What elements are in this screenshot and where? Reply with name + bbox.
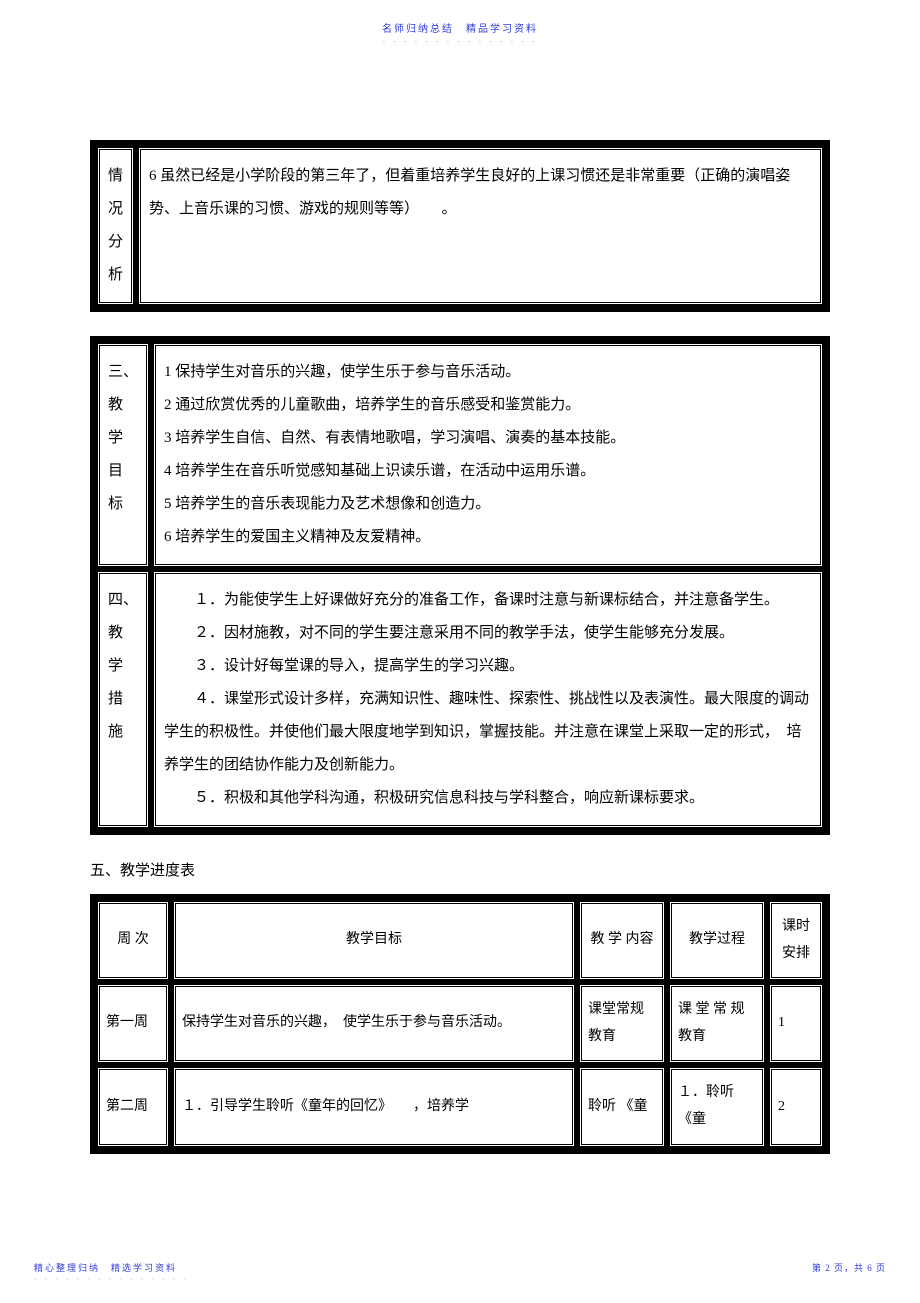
label-situation: 情况分析 <box>97 147 134 305</box>
cell-hours: 1 <box>769 984 823 1063</box>
label-measures: 四、教学措施 <box>97 571 149 828</box>
cell-week: 第二周 <box>97 1067 169 1146</box>
cell-goal: １．引导学生聆听《童年的回忆》 ，培养学 <box>173 1067 575 1146</box>
measure-para: ５．积极和其他学科沟通，积极研究信息科技与学科整合，响应新课标要求。 <box>164 782 812 815</box>
header-title: 名师归纳总结 精品学习资料 <box>0 20 920 35</box>
goal-line: 6 培养学生的爱国主义精神及友爱精神。 <box>164 521 812 554</box>
schedule-header-row: 周 次 教学目标 教 学 内容 教学过程 课时安排 <box>97 901 823 980</box>
table-situation: 情况分析 6 虽然已经是小学阶段的第三年了，但着重培养学生良好的上课习惯还是非常… <box>90 140 830 312</box>
footer-left: 精心整理归纳 精选学习资料 - - - - - - - - - - - - - … <box>34 1261 189 1283</box>
footer-right: 第 2 页，共 6 页 <box>812 1261 886 1283</box>
measure-para: ４．课堂形式设计多样，充满知识性、趣味性、探索性、挑战性以及表演性。最大限度的调… <box>164 683 812 782</box>
cell-process: １．聆听《童 <box>669 1067 765 1146</box>
goal-line: 1 保持学生对音乐的兴趣，使学生乐于参与音乐活动。 <box>164 356 812 389</box>
schedule-table: 周 次 教学目标 教 学 内容 教学过程 课时安排 第一周 保持学生对音乐的兴趣… <box>90 894 830 1154</box>
cell-hours: 2 <box>769 1067 823 1146</box>
content-measures: １．为能使学生上好课做好充分的准备工作，备课时注意与新课标结合，并注意备学生。 … <box>153 571 823 828</box>
col-goal: 教学目标 <box>173 901 575 980</box>
cell-content: 课堂常规教育 <box>579 984 665 1063</box>
col-process: 教学过程 <box>669 901 765 980</box>
col-content: 教 学 内容 <box>579 901 665 980</box>
goal-line: 3 培养学生自信、自然、有表情地歌唱，学习演唱、演奏的基本技能。 <box>164 422 812 455</box>
page-footer: 精心整理归纳 精选学习资料 - - - - - - - - - - - - - … <box>0 1261 920 1283</box>
page-header: 名师归纳总结 精品学习资料 - - - - - - - - - - - - - … <box>0 0 920 50</box>
label-goals: 三、教学目标 <box>97 343 149 567</box>
measure-para: ３．设计好每堂课的导入，提高学生的学习兴趣。 <box>164 650 812 683</box>
table-goals-measures: 三、教学目标 1 保持学生对音乐的兴趣，使学生乐于参与音乐活动。 2 通过欣赏优… <box>90 336 830 835</box>
schedule-row: 第二周 １．引导学生聆听《童年的回忆》 ，培养学 聆听 《童 １．聆听《童 2 <box>97 1067 823 1146</box>
measure-para: １．为能使学生上好课做好充分的准备工作，备课时注意与新课标结合，并注意备学生。 <box>164 584 812 617</box>
goal-line: 2 通过欣赏优秀的儿童歌曲，培养学生的音乐感受和鉴赏能力。 <box>164 389 812 422</box>
section5-title: 五、教学进度表 <box>90 859 830 880</box>
schedule-row: 第一周 保持学生对音乐的兴趣， 使学生乐于参与音乐活动。 课堂常规教育 课 堂 … <box>97 984 823 1063</box>
content-situation: 6 虽然已经是小学阶段的第三年了，但着重培养学生良好的上课习惯还是非常重要（正确… <box>138 147 823 305</box>
measure-para: ２．因材施教，对不同的学生要注意采用不同的教学手法，使学生能够充分发展。 <box>164 617 812 650</box>
footer-left-dots: - - - - - - - - - - - - - - - <box>34 1274 189 1283</box>
col-hours: 课时安排 <box>769 901 823 980</box>
page-content: 情况分析 6 虽然已经是小学阶段的第三年了，但着重培养学生良好的上课习惯还是非常… <box>0 50 920 1194</box>
goal-line: 4 培养学生在音乐听觉感知基础上识读乐谱，在活动中运用乐谱。 <box>164 455 812 488</box>
header-dots: - - - - - - - - - - - - - - - <box>0 37 920 46</box>
col-week: 周 次 <box>97 901 169 980</box>
cell-process: 课 堂 常 规教育 <box>669 984 765 1063</box>
content-goals: 1 保持学生对音乐的兴趣，使学生乐于参与音乐活动。 2 通过欣赏优秀的儿童歌曲，… <box>153 343 823 567</box>
footer-left-text: 精心整理归纳 精选学习资料 <box>34 1261 189 1274</box>
cell-week: 第一周 <box>97 984 169 1063</box>
cell-goal: 保持学生对音乐的兴趣， 使学生乐于参与音乐活动。 <box>173 984 575 1063</box>
cell-content: 聆听 《童 <box>579 1067 665 1146</box>
goal-line: 5 培养学生的音乐表现能力及艺术想像和创造力。 <box>164 488 812 521</box>
